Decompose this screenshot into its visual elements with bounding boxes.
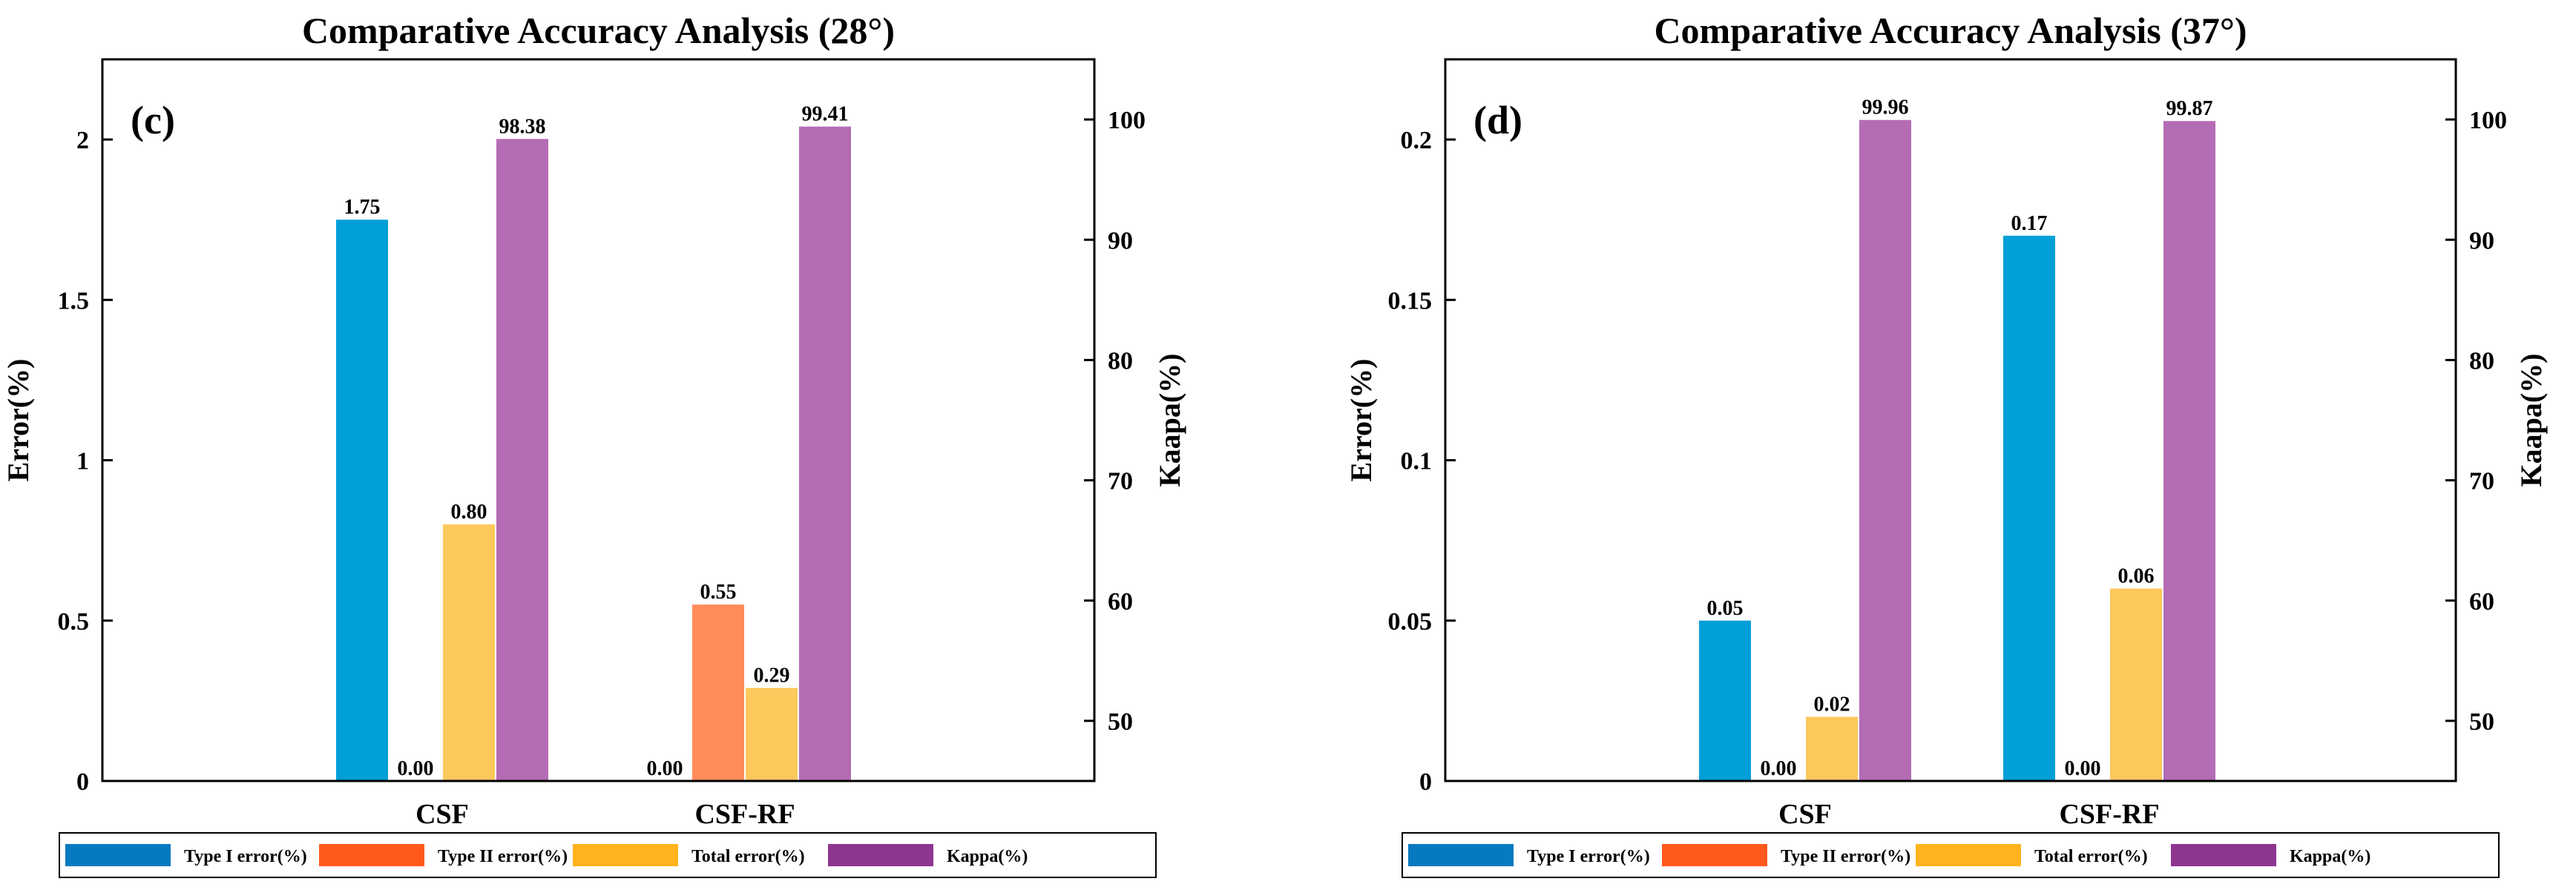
plot-frame	[101, 58, 1096, 782]
legend-swatch-2	[573, 844, 678, 866]
bar-kappa-c1	[2163, 121, 2215, 781]
legend-item-label: Kappa(%)	[947, 847, 1028, 866]
bar-type-i-error-c0	[1699, 620, 1751, 781]
bar-type-i-error-c1	[2003, 235, 2055, 781]
right-tick-label: 80	[1108, 347, 1133, 375]
bar-total-error-c1	[2110, 588, 2162, 781]
bar-value-label: 0.00	[2065, 757, 2101, 780]
bar-kappa-c0	[1859, 119, 1911, 781]
legend-box	[1402, 832, 2500, 878]
legend-item-label: Type II error(%)	[1781, 847, 1910, 866]
legend-swatch-3	[2171, 844, 2276, 866]
left-tick-label: 0.2	[1401, 127, 1433, 154]
y-axis-label-right: Kaapa(%)	[2514, 354, 2548, 487]
panel-letter: (c)	[131, 98, 175, 142]
legend: Type I error(%) Type II error(%) Total err…	[59, 832, 1157, 878]
bar-total-error-c1	[746, 688, 798, 781]
legend-swatch-2	[1916, 844, 2021, 866]
legend-swatch-0	[65, 844, 171, 866]
chart-panel-c: Comparative Accuracy Analysis (28°) 1.75 0…	[1, 10, 1186, 878]
legend-item-label: Type I error(%)	[1527, 847, 1650, 866]
bar-value-label: 0.05	[1707, 597, 1744, 620]
bar-value-label: 0.55	[700, 581, 737, 604]
legend-item-label: Total error(%)	[2034, 847, 2148, 866]
right-tick-label: 70	[1108, 468, 1133, 495]
bar-value-label: 99.96	[1862, 96, 1909, 119]
legend-swatch-1	[1662, 844, 1767, 866]
chart-panel-d: Comparative Accuracy Analysis (37°) 0.05 0…	[1344, 10, 2548, 878]
left-tick-label: 2	[76, 127, 89, 154]
legend-item-label: Total error(%)	[691, 847, 805, 866]
left-tick-label: 0.5	[58, 608, 90, 636]
bar-value-label: 99.87	[2166, 97, 2213, 120]
right-tick-label: 60	[1108, 588, 1133, 616]
bar-type-i-error-c0	[336, 220, 388, 781]
bar-total-error-c0	[1806, 716, 1858, 781]
right-tick-label: 50	[1108, 708, 1133, 736]
bar-type-ii-error-c1	[692, 604, 744, 781]
left-tick-label: 1	[76, 448, 89, 475]
bar-value-label: 0.06	[2118, 565, 2155, 588]
right-tick-label: 90	[1108, 227, 1133, 254]
bar-value-label: 0.00	[398, 757, 434, 780]
right-tick-label: 90	[2469, 227, 2494, 254]
chart-title: Comparative Accuracy Analysis (28°)	[302, 10, 895, 51]
bar-value-label: 0.80	[451, 501, 487, 524]
bar-value-label: 99.41	[802, 103, 849, 126]
category-label: CSF	[415, 799, 469, 830]
y-axis-label-left: Error(%)	[1, 359, 35, 482]
bar-value-label: 0.00	[647, 757, 683, 780]
bar-value-label: 0.02	[1814, 693, 1850, 716]
left-tick-label: 0.1	[1401, 448, 1433, 475]
bar-value-label: 0.29	[754, 665, 790, 688]
bar-value-label: 0.17	[2011, 212, 2048, 235]
bar-value-label: 0.00	[1761, 757, 1797, 780]
category-label: CSF-RF	[2059, 799, 2159, 830]
legend: Type I error(%) Type II error(%) Total err…	[1402, 832, 2500, 878]
bar-value-label: 1.75	[344, 196, 381, 219]
right-tick-label: 80	[2469, 347, 2494, 375]
bar-total-error-c0	[443, 524, 495, 781]
bar-kappa-c0	[496, 139, 548, 781]
left-tick-label: 0.05	[1388, 608, 1433, 636]
left-tick-label: 0	[76, 768, 89, 796]
right-tick-label: 100	[2469, 107, 2507, 134]
bar-kappa-c1	[799, 126, 851, 781]
panel-letter: (d)	[1473, 98, 1522, 142]
plot-frame	[1444, 58, 2457, 782]
right-tick-label: 50	[2469, 708, 2494, 736]
y-axis-label-right: Kaapa(%)	[1153, 354, 1186, 487]
left-tick-label: 1.5	[58, 287, 90, 314]
bar-value-label: 98.38	[499, 115, 546, 138]
right-tick-label: 70	[2469, 468, 2494, 495]
right-tick-label: 100	[1108, 107, 1146, 134]
left-tick-label: 0	[1419, 768, 1432, 796]
right-tick-label: 60	[2469, 588, 2494, 616]
legend-swatch-1	[319, 844, 424, 866]
category-label: CSF-RF	[694, 799, 795, 830]
y-axis-label-left: Error(%)	[1344, 359, 1378, 482]
category-label: CSF	[1778, 799, 1832, 830]
legend-swatch-0	[1408, 844, 1514, 866]
left-tick-label: 0.15	[1388, 287, 1433, 314]
legend-item-label: Type I error(%)	[184, 847, 307, 866]
legend-item-label: Kappa(%)	[2290, 847, 2370, 866]
chart-title: Comparative Accuracy Analysis (37°)	[1654, 10, 2247, 51]
legend-swatch-3	[828, 844, 933, 866]
legend-item-label: Type II error(%)	[438, 847, 568, 866]
